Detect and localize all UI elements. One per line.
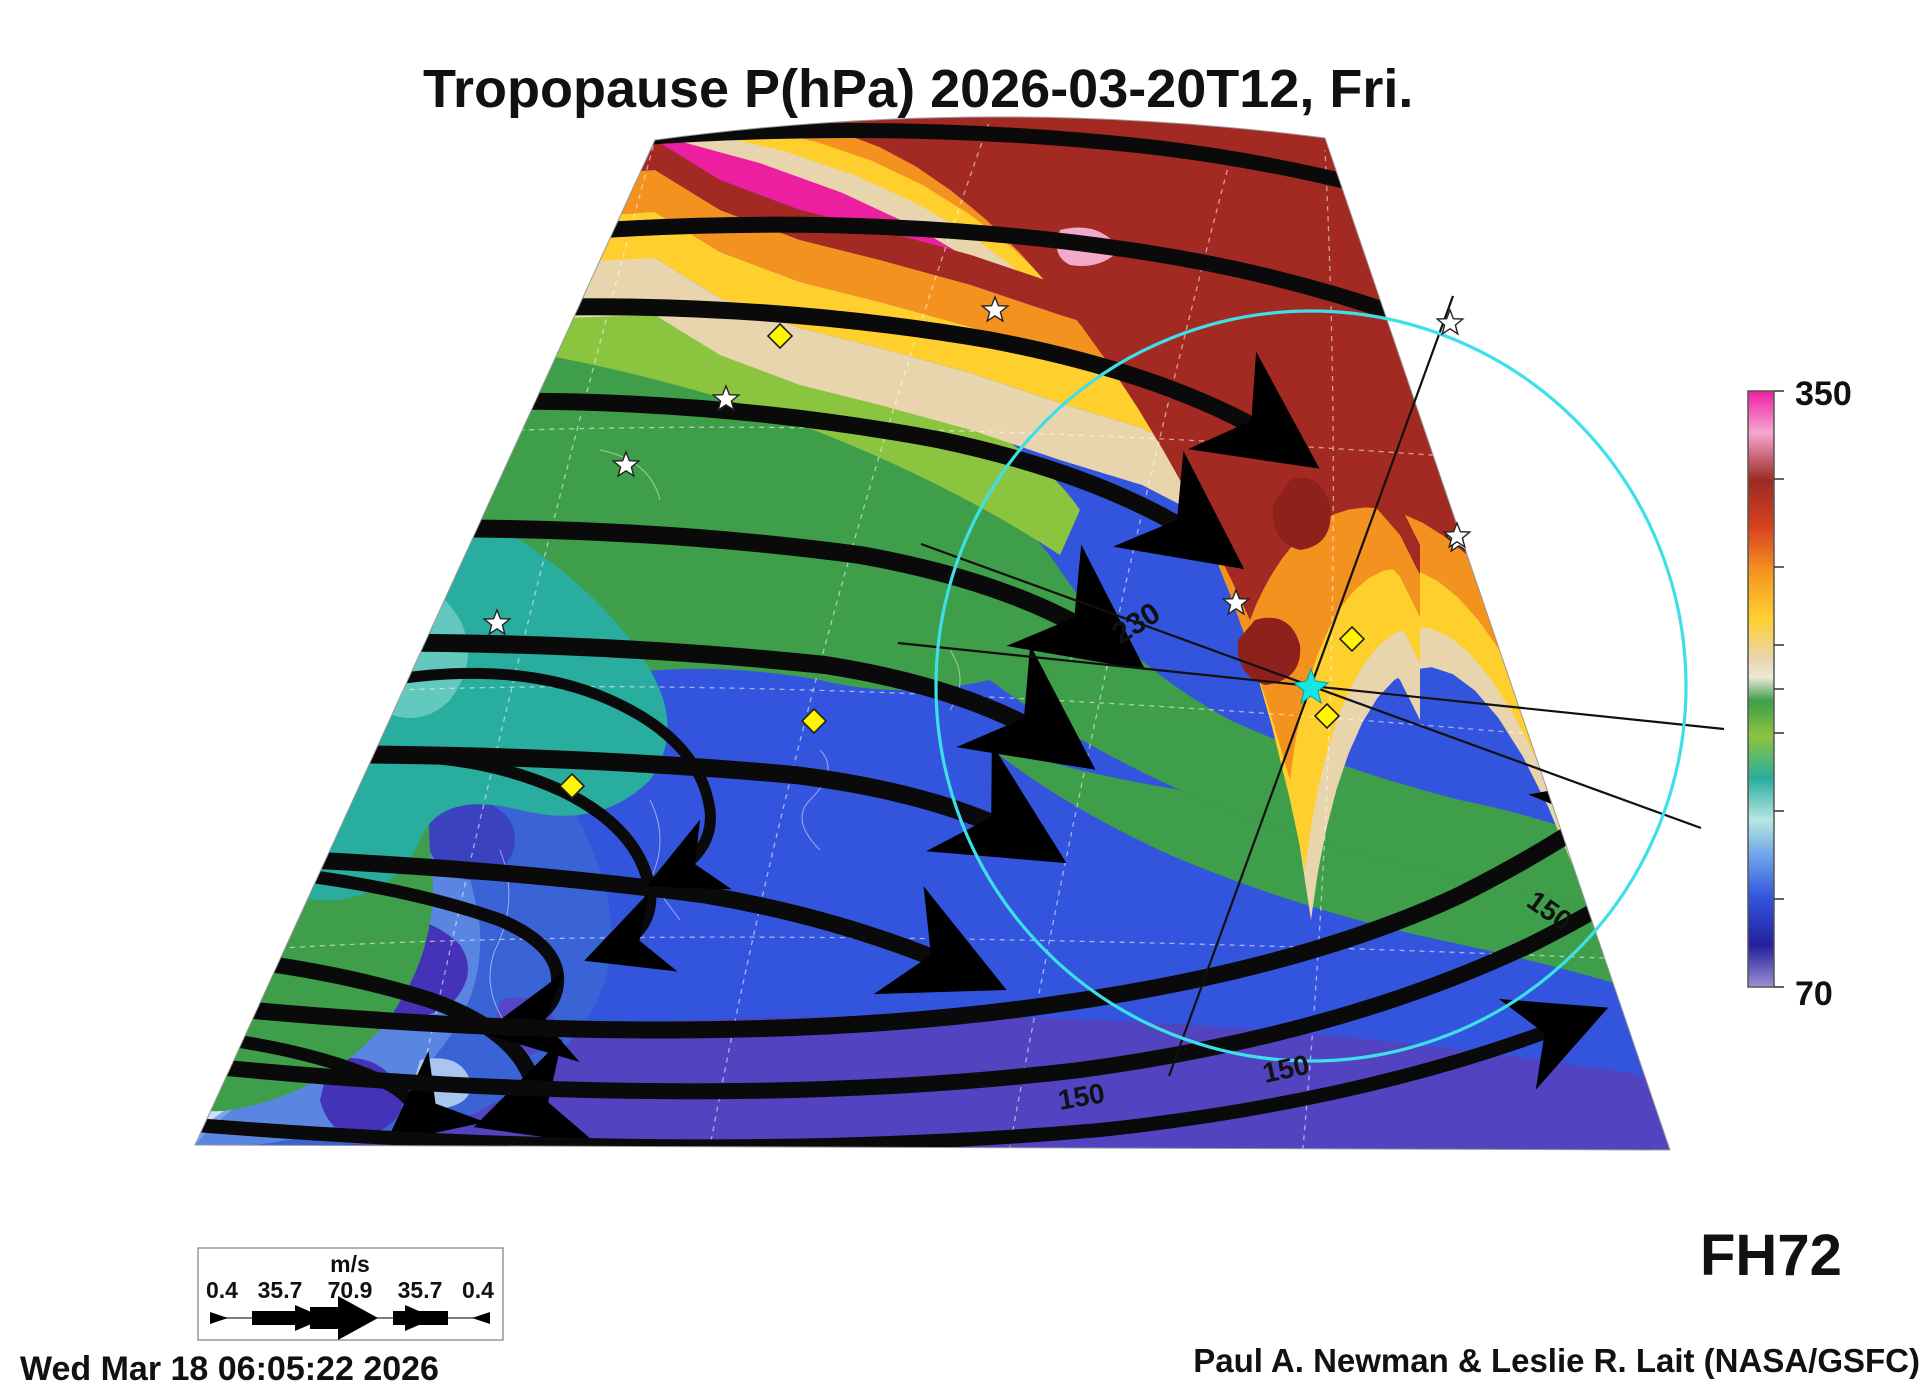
svg-text:35.7: 35.7	[258, 1277, 303, 1303]
svg-text:70.9: 70.9	[328, 1277, 373, 1303]
svg-text:Wed Mar 18 06:05:22 2026: Wed Mar 18 06:05:22 2026	[20, 1350, 439, 1388]
svg-text:35.7: 35.7	[398, 1277, 443, 1303]
svg-text:350: 350	[1795, 375, 1852, 413]
svg-text:Paul A. Newman & Leslie R. Lai: Paul A. Newman & Leslie R. Lait (NASA/GS…	[1193, 1342, 1920, 1379]
svg-text:0.4: 0.4	[206, 1277, 238, 1303]
svg-text:FH72: FH72	[1700, 1223, 1842, 1288]
svg-text:m/s: m/s	[330, 1251, 370, 1277]
svg-text:70: 70	[1795, 975, 1833, 1013]
svg-text:0.4: 0.4	[462, 1277, 494, 1303]
